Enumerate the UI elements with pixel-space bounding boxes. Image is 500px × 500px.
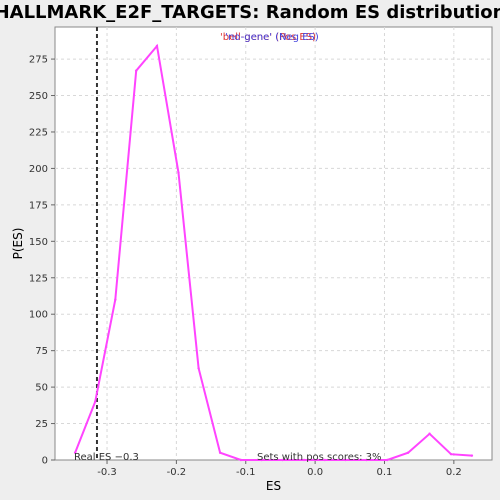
- series-point: [406, 451, 410, 454]
- series-point: [365, 458, 368, 462]
- legend-pos-es: 'bell-gene' (Pos ES): [220, 32, 316, 43]
- series-point: [449, 452, 453, 456]
- x-tick-label: -0.1: [236, 467, 256, 478]
- y-tick-label: 0: [42, 456, 48, 467]
- series-line: [74, 43, 472, 461]
- series-point: [470, 454, 474, 457]
- series-point: [323, 458, 327, 462]
- y-tick-label: 150: [29, 237, 48, 248]
- series-point: [155, 44, 159, 48]
- series-point: [260, 458, 263, 462]
- series-point: [114, 298, 117, 301]
- x-tick-label: -0.3: [97, 467, 117, 478]
- x-tick-label: 0.0: [307, 467, 323, 478]
- y-tick-label: 225: [29, 127, 48, 138]
- y-tick-label: 25: [35, 419, 48, 430]
- x-tick-label: 0.1: [377, 467, 393, 478]
- x-tick-label: 0.2: [446, 467, 462, 478]
- plot-area: [54, 26, 493, 461]
- series-point: [344, 458, 347, 462]
- x-axis-label: ES: [266, 479, 281, 493]
- series-point: [197, 366, 200, 370]
- series-point: [386, 458, 389, 462]
- chart-title: HALLMARK_E2F_TARGETS: Random ES distribu…: [0, 2, 500, 23]
- y-tick-label: 100: [29, 310, 48, 321]
- y-tick-label: 175: [29, 200, 48, 211]
- pos-scores-label: Sets with pos scores: 3%: [257, 452, 382, 463]
- y-tick-label: 75: [35, 346, 48, 357]
- y-ticks: 0 25 50 75 100 125 150 175 200 225 250 275: [29, 55, 55, 467]
- y-tick-label: 200: [29, 164, 48, 175]
- y-tick-label: 125: [29, 273, 48, 284]
- series-point: [73, 451, 77, 454]
- series-point: [281, 458, 284, 462]
- series-point: [239, 458, 243, 462]
- legend-neg-es: 'no-gene' (Neg ES): [225, 32, 319, 43]
- series-point: [302, 458, 306, 462]
- series-point: [177, 171, 180, 174]
- series-point: [94, 400, 97, 403]
- grid: [55, 27, 492, 460]
- series-point: [428, 432, 431, 435]
- y-tick-label: 275: [29, 55, 48, 66]
- x-tick-label: -0.2: [167, 467, 187, 478]
- series-points: [73, 44, 474, 462]
- y-tick-label: 250: [29, 91, 48, 102]
- real-es-label: Real ES −0.3: [74, 452, 139, 463]
- series-point: [134, 69, 138, 72]
- series-point: [218, 451, 222, 454]
- y-axis-label: P(ES): [11, 228, 25, 260]
- y-tick-label: 50: [35, 383, 48, 394]
